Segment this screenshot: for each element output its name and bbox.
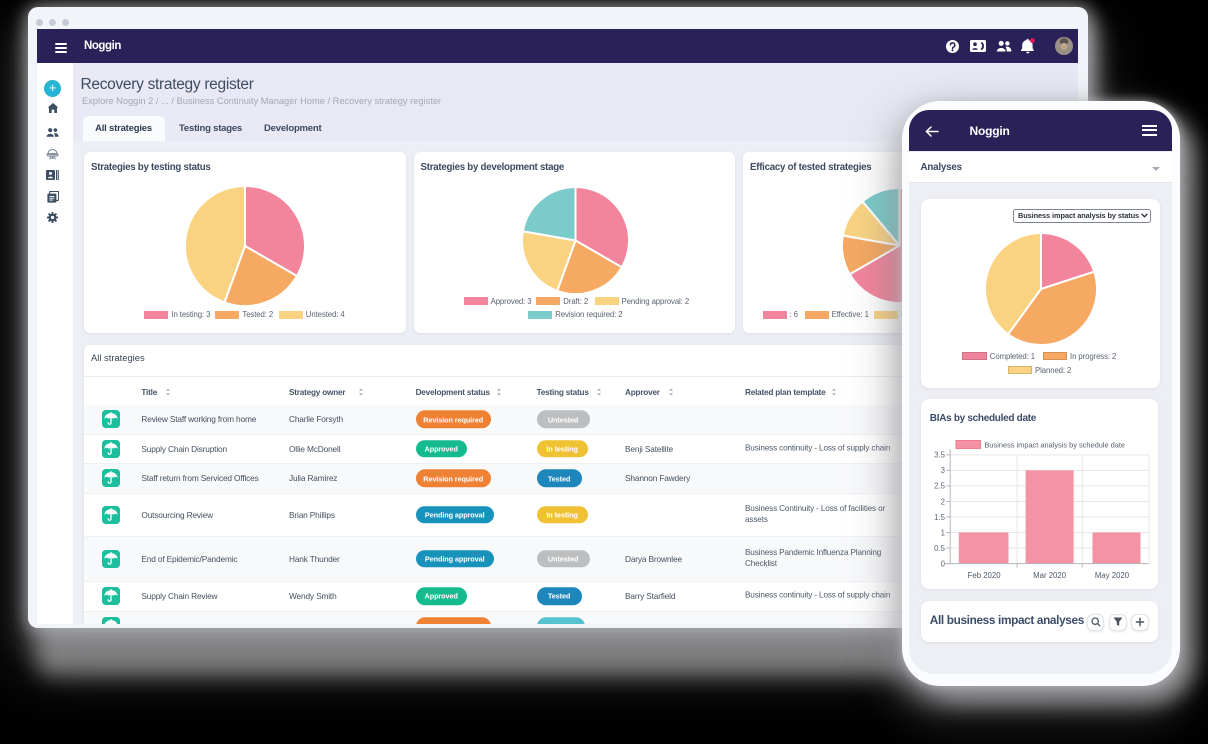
- svg-text:2: 2: [940, 497, 944, 506]
- svg-text:3: 3: [940, 466, 944, 475]
- svg-text:Mar 2020: Mar 2020: [1033, 571, 1067, 580]
- svg-text:Feb 2020: Feb 2020: [967, 571, 1001, 580]
- svg-text:1.5: 1.5: [934, 513, 946, 522]
- svg-text:Business impact analysis by sc: Business impact analysis by schedule dat…: [984, 441, 1125, 450]
- svg-text:0.5: 0.5: [934, 544, 946, 553]
- svg-text:2.5: 2.5: [934, 482, 946, 491]
- svg-text:3.5: 3.5: [934, 451, 946, 460]
- svg-text:May 2020: May 2020: [1094, 571, 1129, 580]
- svg-text:0: 0: [940, 559, 945, 568]
- svg-text:1: 1: [940, 528, 944, 537]
